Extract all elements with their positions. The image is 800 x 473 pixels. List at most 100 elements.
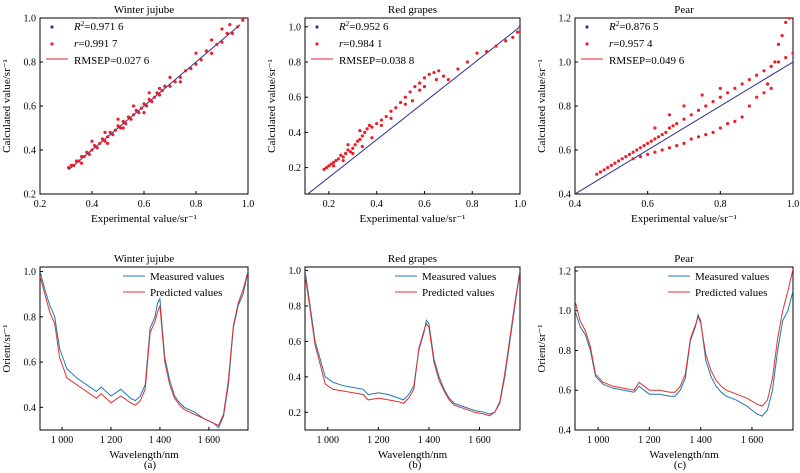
legend-label-1: R2=0.952 6 bbox=[338, 20, 389, 33]
data-point bbox=[220, 40, 224, 44]
data-point bbox=[733, 119, 737, 123]
legend-symbol: RMSEP=0.038 8 bbox=[339, 55, 415, 67]
data-point bbox=[152, 95, 156, 99]
chart-title: Winter jujube bbox=[114, 253, 174, 265]
data-point bbox=[363, 130, 367, 134]
data-point bbox=[718, 86, 722, 90]
data-point bbox=[360, 144, 364, 149]
legend-symbol: RMSEP=0.027 6 bbox=[74, 55, 150, 67]
legend-symbol: r bbox=[609, 38, 614, 50]
data-point bbox=[389, 109, 393, 113]
data-point bbox=[108, 130, 112, 134]
plot-frame bbox=[304, 266, 521, 431]
legend-symbol: RMSEP=0.049 6 bbox=[609, 55, 685, 67]
data-point bbox=[726, 122, 730, 126]
legend-marker-r bbox=[585, 42, 589, 46]
x-tick-label: 1 200 bbox=[638, 435, 661, 446]
data-point bbox=[139, 106, 143, 110]
legend-label-1: R2=0.876 5 bbox=[608, 20, 659, 33]
data-point bbox=[434, 78, 438, 82]
y-tick-label: 0.4 bbox=[559, 190, 572, 201]
legend-label-1: Measured values bbox=[695, 271, 769, 283]
data-point bbox=[80, 161, 84, 165]
data-point bbox=[375, 122, 379, 126]
x-tick-label: 0.6 bbox=[138, 199, 151, 210]
data-point bbox=[344, 151, 348, 156]
data-point bbox=[367, 123, 372, 127]
data-point bbox=[121, 119, 125, 123]
x-tick-label: 1 600 bbox=[741, 435, 764, 446]
data-point bbox=[784, 20, 788, 24]
legend-symbol: r bbox=[74, 38, 79, 50]
legend-label-1: R2=0.971 6 bbox=[73, 20, 124, 33]
data-point bbox=[353, 143, 357, 147]
legend-label-3: RMSEP=0.038 8 bbox=[339, 55, 415, 67]
legend-value: =0.876 5 bbox=[619, 21, 659, 33]
data-point bbox=[341, 155, 345, 159]
data-point bbox=[403, 95, 407, 99]
data-point bbox=[773, 60, 777, 64]
data-point bbox=[327, 164, 331, 168]
data-point bbox=[346, 148, 350, 152]
series-line-2 bbox=[575, 268, 793, 407]
data-point bbox=[87, 152, 91, 156]
y-tick-label: 1.0 bbox=[559, 306, 572, 317]
data-point bbox=[351, 151, 355, 156]
data-point bbox=[225, 31, 229, 35]
data-point bbox=[142, 102, 146, 106]
y-tick-label: 0.8 bbox=[559, 346, 572, 357]
chart-6: Pear Wavelength/nm Orient/sr⁻¹ 1 000 1 200 1 … bbox=[536, 253, 794, 461]
plot-area bbox=[67, 18, 248, 171]
data-point bbox=[755, 95, 759, 99]
panel-label-b: (b) bbox=[409, 459, 422, 471]
data-point bbox=[602, 168, 606, 172]
data-point bbox=[119, 126, 123, 130]
data-point bbox=[595, 172, 599, 176]
data-point bbox=[389, 116, 393, 120]
data-point bbox=[173, 80, 177, 84]
data-point bbox=[178, 75, 182, 79]
legend-label-2: r=0.957 4 bbox=[609, 38, 653, 50]
plot-area bbox=[575, 268, 793, 417]
y-tick-label: 0.6 bbox=[289, 93, 302, 104]
x-axis-label: Experimental value/sr⁻¹ bbox=[360, 213, 466, 225]
y-tick-label: 0.2 bbox=[24, 190, 37, 201]
data-point bbox=[696, 135, 701, 139]
data-point bbox=[682, 104, 686, 108]
legend-superscript: 2 bbox=[616, 20, 620, 28]
data-point bbox=[516, 30, 520, 34]
x-tick-label: 1.0 bbox=[514, 199, 527, 210]
x-tick-label: 1 200 bbox=[367, 435, 390, 446]
data-point bbox=[700, 93, 704, 97]
data-point bbox=[210, 38, 214, 42]
data-point bbox=[168, 75, 172, 79]
legend-superscript: 2 bbox=[346, 20, 350, 28]
data-point bbox=[358, 137, 362, 142]
x-axis-label: Experimental value/sr⁻¹ bbox=[631, 213, 737, 225]
data-point bbox=[210, 51, 214, 55]
data-point bbox=[627, 152, 632, 156]
data-point bbox=[106, 135, 110, 139]
legend-label-1: Measured values bbox=[150, 271, 224, 283]
data-point bbox=[667, 113, 672, 117]
data-point bbox=[446, 78, 450, 82]
data-point bbox=[413, 85, 417, 89]
chart-title: Winter jujube bbox=[114, 4, 174, 16]
data-point bbox=[656, 135, 661, 139]
data-point bbox=[769, 86, 773, 90]
data-point bbox=[747, 78, 752, 82]
x-axis-label: Wavelength/nm bbox=[649, 449, 719, 461]
data-point bbox=[638, 155, 643, 159]
data-point bbox=[336, 157, 341, 161]
y-tick-label: 0.6 bbox=[24, 358, 37, 369]
data-point bbox=[155, 91, 159, 95]
data-point bbox=[147, 91, 151, 95]
legend-marker-r bbox=[315, 42, 319, 46]
data-point bbox=[236, 25, 240, 29]
y-tick-label: 0.6 bbox=[24, 102, 37, 113]
data-point bbox=[230, 31, 234, 35]
x-axis-label: Wavelength/nm bbox=[378, 449, 448, 461]
legend-value: =0.957 4 bbox=[613, 38, 653, 50]
legend-label-2: Predicted values bbox=[422, 287, 494, 299]
